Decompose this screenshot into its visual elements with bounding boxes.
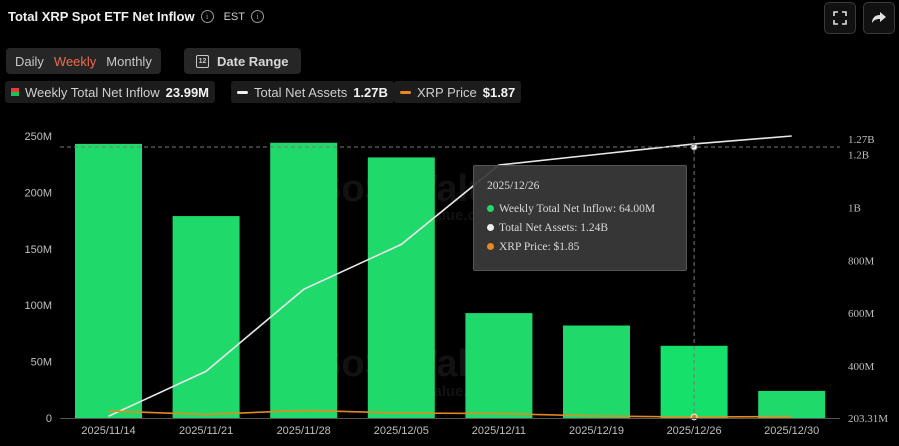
bar-2025/11/21 [172, 216, 240, 418]
right-tick-label: 1B [848, 202, 861, 214]
y-tick-label: 0 [46, 413, 52, 425]
y-tick-label: 200M [24, 187, 52, 199]
bar-2025/11/14 [75, 143, 142, 418]
bar-2025/12/05 [367, 157, 435, 418]
x-tick-label: 2025/11/28 [277, 425, 331, 437]
period-tabs: Daily Weekly Monthly [6, 48, 161, 74]
assets-dot-icon [487, 224, 494, 231]
bar-2025/12/19 [563, 325, 630, 418]
tooltip-inflow-row: Weekly Total Net Inflow: 64.00M [487, 199, 686, 218]
right-tick-label: 1.2B [848, 150, 869, 162]
timezone-label: EST [223, 10, 245, 23]
tooltip-price: XRP Price: $1.85 [499, 240, 580, 253]
x-tick-label: 2025/12/30 [764, 425, 819, 437]
legend-assets-label: Total Net Assets [254, 84, 348, 100]
bar-2025/11/28 [270, 142, 338, 418]
y-tick-label: 50M [31, 357, 52, 369]
tooltip-assets: Total Net Assets: 1.24B [499, 221, 609, 234]
timezone-info-icon[interactable]: i [250, 10, 264, 23]
x-tick-label: 2025/12/19 [569, 425, 624, 437]
tooltip-inflow: Weekly Total Net Inflow: 64.00M [499, 202, 656, 215]
x-tick-label: 2025/11/21 [179, 425, 233, 437]
tooltip-assets-row: Total Net Assets: 1.24B [487, 218, 686, 237]
x-tick-label: 2025/12/05 [374, 425, 429, 437]
x-tick-label: 2025/12/26 [667, 425, 722, 437]
price-swatch-icon [400, 90, 411, 94]
chart-tooltip: 2025/12/26 Weekly Total Net Inflow: 64.0… [473, 165, 687, 271]
x-tick-label: 2025/12/11 [472, 425, 526, 437]
fullscreen-icon [833, 11, 847, 25]
legend-price[interactable]: XRP Price $1.87 [394, 81, 522, 103]
tab-daily[interactable]: Daily [15, 53, 44, 69]
inflow-dot-icon [487, 205, 494, 212]
legend-inflow-value: 23.99M [165, 84, 210, 100]
bar-2025/12/30 [758, 390, 826, 418]
price-dot-icon [487, 243, 494, 250]
tooltip-date: 2025/12/26 [487, 180, 540, 192]
legend-price-label: XRP Price [417, 84, 477, 100]
legend-assets[interactable]: Total Net Assets 1.27B [231, 81, 394, 103]
right-tick-label: 800M [848, 255, 875, 267]
date-range-button[interactable]: 12 Date Range [184, 48, 301, 74]
info-icon[interactable]: i [200, 10, 214, 23]
x-tick-label: 2025/11/14 [81, 425, 135, 437]
legend-price-value: $1.87 [482, 84, 516, 100]
assets-swatch-icon [237, 90, 248, 94]
bar-2025/12/11 [465, 313, 533, 418]
inflow-swatch-icon [11, 88, 19, 96]
y-tick-label: 150M [24, 244, 52, 256]
tab-monthly[interactable]: Monthly [106, 53, 152, 69]
y-tick-label: 100M [24, 300, 52, 312]
calendar-icon: 12 [196, 54, 209, 68]
right-tick-label: 203.31M [848, 413, 888, 425]
right-tick-label: 400M [848, 361, 875, 373]
y-tick-label: 250M [24, 131, 52, 143]
tooltip-price-row: XRP Price: $1.85 [487, 237, 686, 256]
fullscreen-button[interactable] [824, 2, 856, 34]
share-icon [872, 12, 886, 23]
legend-assets-value: 1.27B [353, 84, 388, 100]
share-button[interactable] [863, 2, 895, 34]
date-range-label: Date Range [217, 53, 289, 69]
chart-title: Total XRP Spot ETF Net Inflow [8, 9, 195, 24]
right-tick-label: 1.27B [848, 134, 875, 146]
tab-weekly[interactable]: Weekly [53, 53, 97, 69]
title-row: Total XRP Spot ETF Net Inflow i EST i [8, 9, 264, 24]
legend-inflow-label: Weekly Total Net Inflow [25, 84, 160, 100]
legend-inflow[interactable]: Weekly Total Net Inflow 23.99M [5, 81, 216, 103]
right-tick-label: 600M [848, 308, 875, 320]
net-assets-line [108, 135, 792, 417]
xrp-price-line [108, 409, 792, 418]
